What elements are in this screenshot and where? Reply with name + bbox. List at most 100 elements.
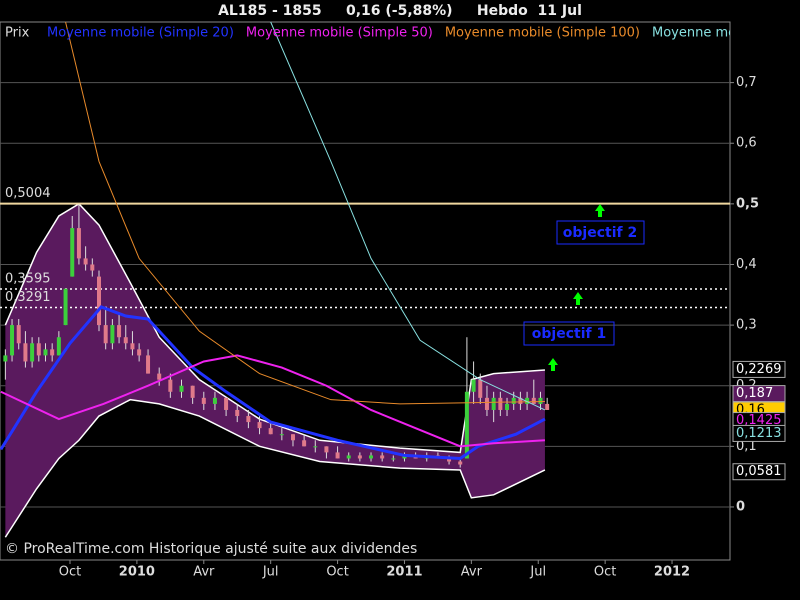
candle-body [545, 403, 550, 410]
candle-body [123, 337, 128, 344]
x-tick-label: Oct [594, 565, 616, 580]
price-tag-label: 0,1213 [736, 426, 782, 441]
x-tick-label: 2010 [119, 565, 155, 580]
candle-body [458, 461, 463, 465]
candle-body [83, 258, 88, 265]
candle-body [380, 455, 385, 459]
legend-item: Moyenne mobile (Simple 50) [246, 26, 433, 41]
legend-item: Moyenne mobile (Simple 200) [652, 26, 800, 41]
objectives: objectif 2 objectif 1 [523, 204, 645, 371]
legend: Prix Moyenne mobile (Simple 20) Moyenne m… [5, 26, 800, 41]
legend-item: Moyenne mobile (Simple 20) [47, 26, 234, 41]
candle-body [50, 349, 55, 356]
candle-body [90, 264, 95, 271]
candle-body [23, 343, 28, 362]
y-tick-label: 0,4 [736, 257, 757, 272]
candle-body [43, 349, 48, 356]
band-fill [5, 203, 545, 538]
candle-body [357, 455, 362, 459]
y-tick-label: 0,1 [736, 439, 757, 454]
candle-body [246, 416, 251, 423]
footer: © ProRealTime.com Historique ajusté suit… [5, 541, 417, 557]
ma-line [270, 22, 546, 411]
level-label: 0,3595 [5, 272, 51, 287]
candle-body [402, 455, 407, 459]
candle-body [369, 455, 374, 459]
candle-body [30, 343, 35, 362]
candle-body [531, 397, 536, 404]
candle-body [130, 343, 135, 350]
candle-body [498, 397, 503, 410]
x-tick-label: Avr [193, 565, 215, 580]
candle-body [335, 452, 340, 459]
level-label: 0,3291 [5, 290, 51, 305]
candle-body [16, 325, 21, 344]
candle-body [117, 325, 122, 338]
price-tag-label: 0,0581 [736, 464, 782, 479]
candle-body [471, 379, 476, 392]
price-tag-label: 0,187 [736, 386, 773, 401]
candle-body [268, 428, 273, 435]
candle-body [224, 397, 229, 410]
candle-body [110, 325, 115, 344]
target-arrow [573, 292, 583, 305]
candle-body [70, 228, 75, 277]
candle-body [505, 403, 510, 410]
candle-body [491, 397, 496, 410]
candle-body [10, 325, 15, 356]
candle-body [484, 397, 489, 410]
price-tag-label: 0,1425 [736, 413, 782, 428]
x-tick-label: 2012 [654, 565, 690, 580]
band-edge [4, 398, 546, 538]
candle-body [76, 228, 81, 259]
y-tick-label: 0 [736, 499, 745, 514]
candle-body [63, 288, 68, 326]
price-tag-label: 0,2269 [736, 362, 782, 377]
candle-body [212, 397, 217, 404]
y-tick-label: 0,6 [736, 136, 757, 151]
candle-body [137, 349, 142, 356]
candle-body [96, 276, 101, 326]
candle-body [168, 379, 173, 392]
target-arrow [548, 358, 558, 371]
legend-item: Moyenne mobile (Simple 100) [445, 26, 640, 41]
plot: 0,5004 0,3595 0,3291 [0, 22, 730, 538]
candle-body [478, 379, 483, 398]
candle-body [302, 440, 307, 447]
candle-body [324, 446, 329, 453]
candle-body [346, 455, 351, 459]
x-tick-label: Jul [529, 565, 546, 580]
x-tick-label: 2011 [386, 565, 422, 580]
level-label: 0,5004 [5, 186, 51, 201]
candle-body [538, 397, 543, 404]
candle-body [3, 355, 8, 362]
candle-body [157, 373, 162, 380]
price-tag [732, 360, 786, 378]
annotation-box [556, 220, 645, 245]
candle-body [179, 385, 184, 392]
candle-body [447, 458, 452, 462]
annotation: objectif 2 [563, 225, 637, 241]
candle-body [525, 397, 530, 404]
legend-item: Prix [5, 26, 30, 41]
ma-line [0, 354, 545, 448]
chart-title: AL185 - 1855 0,16 (-5,88%) Hebdo 11 Jul [218, 3, 582, 19]
candle-body [201, 397, 206, 404]
y-tick-label: 0,7 [736, 75, 757, 90]
axes: 00,10,20,30,40,50,60,7Oct2010AvrJulOct20… [59, 75, 786, 580]
annotation-box [523, 321, 615, 346]
candle-body [290, 434, 295, 441]
x-tick-label: Avr [461, 565, 483, 580]
candle-body [279, 434, 284, 436]
x-tick-label: Oct [59, 565, 81, 580]
x-tick-label: Oct [326, 565, 348, 580]
candle-body [391, 458, 396, 460]
candle-body [313, 446, 318, 448]
candle-body [235, 409, 240, 417]
candle-body [56, 337, 61, 356]
candle-body [190, 385, 195, 398]
price-tag [732, 424, 786, 442]
x-tick-label: Jul [262, 565, 279, 580]
candle-body [257, 422, 262, 429]
